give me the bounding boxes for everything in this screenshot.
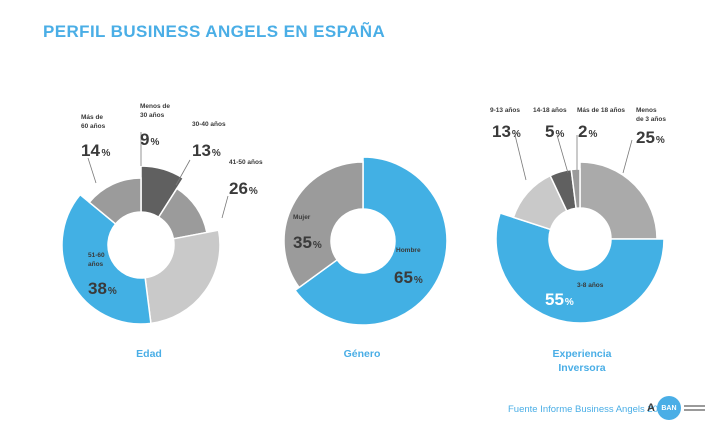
percent-sign: % (108, 286, 117, 297)
source-note: Fuente Informe Business Angels 2025 (508, 404, 669, 415)
slice-label-1-1: Mujer (293, 214, 311, 221)
percent-sign: % (150, 137, 159, 148)
slice-value-1-0: 65 (394, 268, 413, 287)
slice-label-2-0: Menos (636, 107, 657, 114)
percent-sign: % (414, 275, 423, 286)
slice-1-1 (283, 161, 364, 289)
percent-sign: % (555, 129, 564, 140)
percent-sign: % (512, 129, 521, 140)
slice-label-2-1: 3-8 años (577, 282, 604, 289)
logo-badge: BAN (656, 396, 681, 420)
logo-letter: A (647, 402, 655, 414)
slice-1-0 (293, 156, 448, 326)
percent-sign: % (249, 186, 258, 197)
slice-value-2-0: 25 (636, 128, 655, 147)
slice-value-0-3: 38 (88, 279, 107, 298)
slice-label-0-4: Más de (81, 114, 103, 121)
slice-label-0-3: 51-60 (88, 252, 105, 259)
percent-sign: % (101, 148, 110, 159)
slice-label-0-4: 60 años (81, 123, 106, 130)
slice-0-3 (61, 193, 152, 325)
slice-label-0-2: 41-50 años (229, 159, 263, 166)
slice-value-2-1: 55 (545, 290, 564, 309)
slice-label-1-0: Hombre (396, 247, 421, 254)
slice-value-2-3: 5 (545, 122, 554, 141)
slice-value-1-1: 35 (293, 233, 312, 252)
leader-line-2-3 (556, 134, 569, 174)
slice-0-0 (140, 165, 185, 219)
leader-line-0-2 (221, 195, 229, 219)
slice-label-0-1: 30-40 años (192, 121, 226, 128)
slice-2-4 (570, 168, 581, 210)
slice-label-0-3: años (88, 261, 104, 268)
leader-line-0-1 (175, 159, 191, 186)
slice-0-4 (88, 177, 142, 226)
percent-sign: % (313, 240, 322, 251)
aeban-logo: A BAN (647, 396, 705, 420)
leader-line-2-0 (622, 139, 633, 174)
logo-wordmark-lines (683, 405, 705, 411)
page-title: PERFIL BUSINESS ANGELS EN ESPAÑA (43, 22, 386, 41)
slice-2-1 (495, 212, 665, 324)
percent-sign: % (588, 129, 597, 140)
slice-2-0 (579, 161, 658, 240)
slice-label-2-4: Más de 18 años (577, 107, 625, 114)
slice-0-2 (144, 229, 221, 325)
leader-line-0-4 (87, 157, 97, 184)
percent-sign: % (656, 135, 665, 146)
leader-line-2-2 (514, 134, 527, 181)
slice-value-2-4: 2 (578, 122, 587, 141)
chart-caption-edad: Edad (136, 348, 162, 360)
slice-label-2-0: de 3 años (636, 116, 666, 123)
slice-value-0-4: 14 (81, 141, 100, 160)
chart-caption-experiencia: Experiencia Inversora (552, 348, 612, 374)
percent-sign: % (212, 148, 221, 159)
slice-label-0-0: 30 años (140, 112, 165, 119)
slice-label-2-3: 14-18 años (533, 107, 567, 114)
slice-value-0-2: 26 (229, 179, 248, 198)
percent-sign: % (565, 297, 574, 308)
chart-caption-genero: Género (343, 348, 381, 360)
slice-value-0-1: 13 (192, 141, 211, 160)
slice-value-2-2: 13 (492, 122, 511, 141)
slice-value-0-0: 9 (140, 130, 149, 149)
slice-label-0-0: Menos de (140, 103, 170, 110)
slice-label-2-2: 9-13 años (490, 107, 520, 114)
